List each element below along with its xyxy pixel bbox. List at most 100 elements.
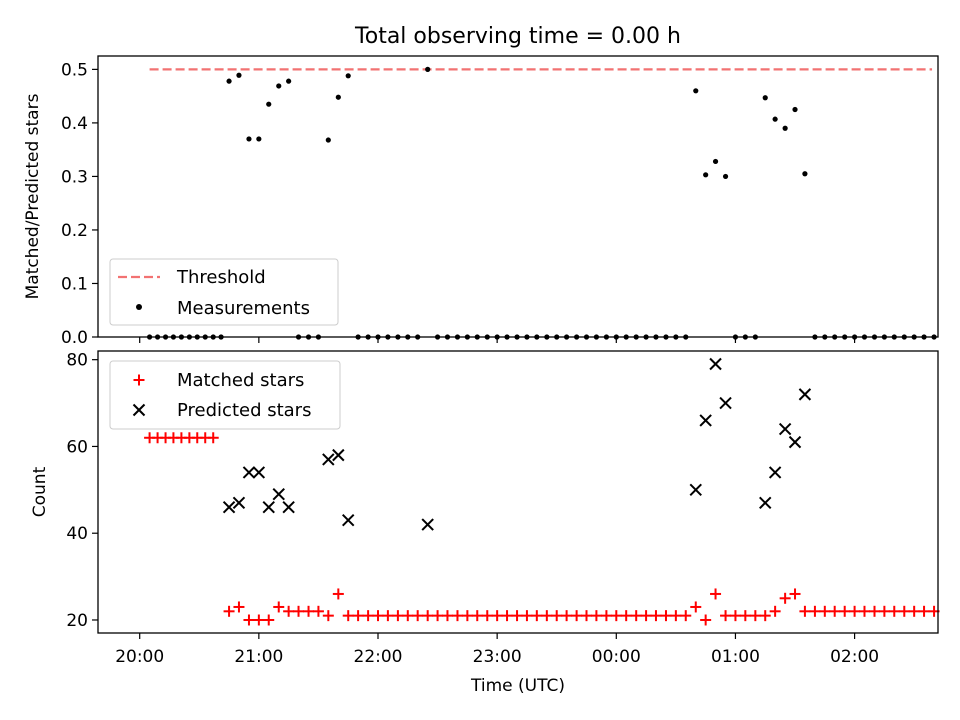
matched-star-point (561, 610, 573, 622)
legend-x-marker (132, 403, 146, 417)
y-tick-label: 0.4 (61, 114, 88, 134)
predicted-star-point (342, 513, 355, 527)
x-tick-label: 01:00 (711, 647, 760, 667)
matched-star-point (620, 610, 632, 622)
matched-star-point (521, 610, 533, 622)
matched-star-point (382, 610, 394, 622)
matched-star-point (471, 610, 483, 622)
predicted-star-point (798, 388, 812, 401)
legend-measurements-label: Measurements (177, 298, 310, 319)
matched-star-point (710, 588, 722, 600)
measurement-point (286, 78, 292, 84)
matched-star-point (501, 610, 513, 622)
matched-star-point (491, 610, 503, 622)
matched-star-point (749, 610, 761, 622)
measurement-point (276, 83, 282, 89)
matched-star-point (293, 605, 305, 617)
x-tick-label: 23:00 (473, 647, 522, 667)
matched-star-point (700, 614, 712, 626)
matched-star-point (789, 588, 801, 600)
matched-star-point (273, 601, 285, 613)
matched-star-point (303, 605, 315, 617)
matched-star-point (571, 610, 583, 622)
legend-box (109, 360, 341, 430)
measurement-point (335, 94, 341, 100)
bottom-panel-y-axis-label: Count (30, 466, 50, 517)
y-tick-label: 0.0 (61, 328, 88, 348)
matched-star-point (551, 610, 563, 622)
predicted-star-point (222, 500, 236, 514)
matched-star-point (610, 610, 622, 622)
measurement-point (425, 66, 431, 72)
y-tick-label: 20 (66, 611, 88, 631)
predicted-star-point (719, 396, 732, 410)
y-tick-label: 0.5 (61, 60, 88, 80)
matched-star-point (650, 610, 662, 622)
predicted-star-point (699, 414, 712, 427)
matched-star-point (590, 610, 602, 622)
matched-star-point (451, 610, 463, 622)
predicted-star-point (332, 448, 345, 462)
matched-star-point (223, 605, 235, 617)
measurement-point (345, 73, 351, 79)
matched-star-point (402, 610, 414, 622)
legend-measurements-swatch (136, 304, 142, 310)
legend-matched-swatch (133, 374, 145, 386)
predicted-star-point (252, 466, 266, 479)
matched-star-point (779, 592, 791, 604)
predicted-star-point (709, 357, 722, 371)
predicted-star-point (232, 496, 246, 510)
top-panel-frame (97, 55, 939, 338)
matched-star-point (283, 605, 295, 617)
matched-star-point (640, 610, 652, 622)
measurement-point (226, 78, 232, 84)
matched-star-point (898, 605, 910, 617)
matched-star-point (352, 610, 364, 622)
matched-star-point (849, 605, 861, 617)
measurement-point (236, 72, 242, 78)
matched-star-point (342, 610, 354, 622)
matched-star-point (868, 605, 880, 617)
matched-star-point (581, 610, 593, 622)
predicted-star-point (788, 435, 802, 449)
matched-star-point (799, 605, 811, 617)
predicted-star-point (322, 453, 335, 466)
matched-star-point (630, 610, 642, 622)
measurement-point (782, 125, 788, 131)
matched-star-point (918, 605, 930, 617)
matched-star-point (243, 614, 255, 626)
top-panel-y-axis-label: Matched/Predicted stars (23, 93, 43, 299)
matched-star-point (392, 610, 404, 622)
legend-box (109, 258, 339, 326)
matched-star-point (461, 610, 473, 622)
matched-star-point (908, 605, 920, 617)
measurement-point (246, 136, 252, 142)
legend-predicted-swatch (132, 403, 146, 417)
predicted-star-point (768, 466, 782, 479)
predicted-star-point (242, 466, 256, 479)
y-tick-label: 0.2 (61, 221, 88, 241)
x-tick-label: 21:00 (234, 647, 283, 667)
top-panel: 0.0 0.1 0.2 0.3 0.4 0.5 Matched/Predicted sta… (23, 55, 939, 348)
predicted-star-point (778, 422, 792, 436)
matched-star-point (263, 614, 275, 626)
bottom-panel-marks (144, 357, 940, 626)
bottom-panel-legend: Matched stars Predicted stars (109, 360, 341, 430)
matched-star-point (729, 610, 741, 622)
matched-star-point (680, 610, 692, 622)
matched-star-point (600, 610, 612, 622)
x-tick-label: 02:00 (830, 647, 879, 667)
matched-star-point (670, 610, 682, 622)
y-tick-label: 0.1 (61, 274, 88, 294)
top-panel-x-ticks (139, 337, 856, 343)
matched-star-point (432, 610, 444, 622)
measurement-point (712, 158, 719, 165)
y-tick-label: 0.3 (61, 167, 88, 187)
matched-star-point (441, 610, 453, 622)
matched-star-point (759, 610, 771, 622)
matched-star-point (312, 605, 324, 617)
matched-star-point (878, 605, 890, 617)
predicted-star-point (262, 500, 275, 514)
legend-matched-label: Matched stars (177, 370, 304, 391)
